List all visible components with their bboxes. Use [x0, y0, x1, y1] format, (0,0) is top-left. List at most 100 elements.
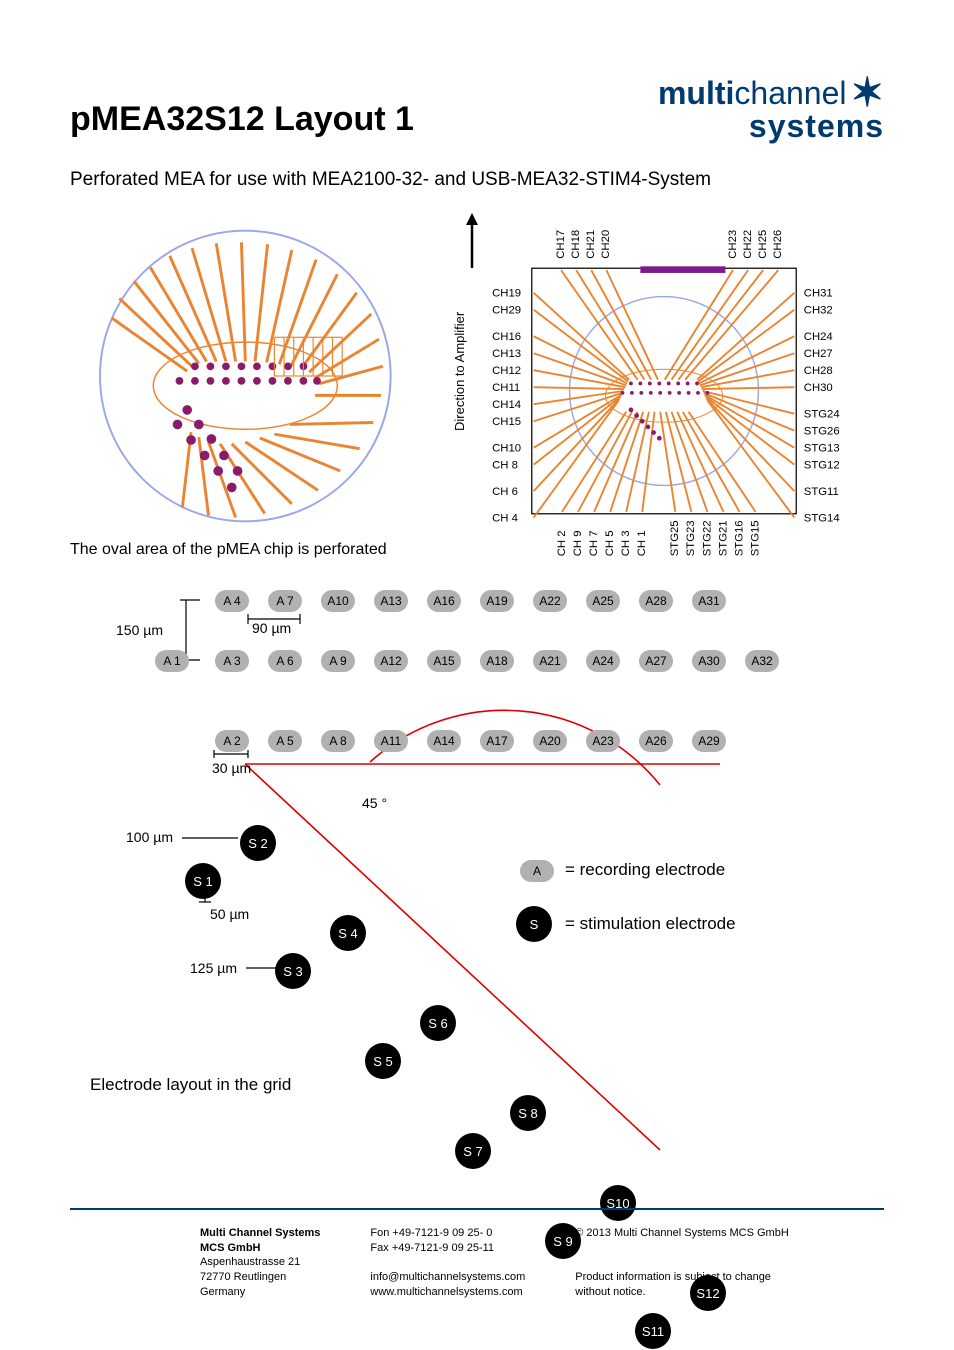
svg-text:STG13: STG13 — [804, 442, 840, 454]
meas-30: 30 µm — [212, 760, 251, 776]
svg-text:CH15: CH15 — [492, 416, 521, 428]
electrode-a16: A16 — [427, 590, 461, 612]
electrode-a20: A20 — [533, 730, 567, 752]
svg-text:CH 5: CH 5 — [604, 530, 616, 556]
electrode-a6: A 6 — [268, 650, 302, 672]
grid-caption: Electrode layout in the grid — [90, 1075, 291, 1095]
svg-text:CH 7: CH 7 — [588, 530, 600, 556]
electrode-a22: A22 — [533, 590, 567, 612]
svg-text:CH 3: CH 3 — [620, 530, 632, 556]
logo-bold: multi — [658, 75, 734, 111]
meas-125: 125 µm — [190, 960, 237, 976]
electrode-a19: A19 — [480, 590, 514, 612]
electrode-a27: A27 — [639, 650, 673, 672]
electrode-s8: S 8 — [510, 1095, 546, 1131]
electrode-grid: A 1 150 µm 90 µm 30 µm 100 µm 50 µm 125 … — [100, 570, 820, 1180]
svg-text:STG16: STG16 — [733, 520, 745, 556]
electrode-s7: S 7 — [455, 1133, 491, 1169]
svg-text:CH13: CH13 — [492, 348, 521, 360]
footer-col-legal: © 2013 Multi Channel Systems MCS GmbH Pr… — [575, 1226, 789, 1300]
electrode-a31: A31 — [692, 590, 726, 612]
brand-logo: multichannel✶ systems — [658, 70, 884, 145]
electrode-a3: A 3 — [215, 650, 249, 672]
svg-text:CH11: CH11 — [492, 382, 520, 394]
svg-text:STG26: STG26 — [804, 425, 840, 437]
meas-50: 50 µm — [210, 906, 249, 922]
electrode-a8: A 8 — [321, 730, 355, 752]
svg-text:CH22: CH22 — [742, 230, 754, 259]
svg-text:STG21: STG21 — [717, 520, 729, 556]
svg-text:STG15: STG15 — [749, 520, 761, 556]
svg-text:STG22: STG22 — [701, 520, 713, 556]
electrode-s11: S11 — [635, 1313, 671, 1349]
chip-caption: The oval area of the pMEA chip is perfor… — [70, 541, 387, 559]
svg-text:CH19: CH19 — [492, 288, 521, 300]
footer: Multi Channel SystemsMCS GmbHAspenhaustr… — [200, 1226, 884, 1300]
electrode-a26: A26 — [639, 730, 673, 752]
electrode-a15: A15 — [427, 650, 461, 672]
svg-text:STG14: STG14 — [804, 512, 840, 524]
svg-text:CH20: CH20 — [600, 230, 612, 259]
svg-text:CH12: CH12 — [492, 365, 521, 377]
chanmap-svg: CH17CH18CH21CH20CH23CH22CH25CH26CH 2CH 9… — [464, 221, 864, 561]
electrode-s6: S 6 — [420, 1005, 456, 1041]
svg-text:STG12: STG12 — [804, 459, 840, 471]
electrode-a23: A23 — [586, 730, 620, 752]
footer-col-address: Multi Channel SystemsMCS GmbHAspenhaustr… — [200, 1226, 320, 1300]
svg-text:CH27: CH27 — [804, 348, 833, 360]
electrode-a17: A17 — [480, 730, 514, 752]
electrode-a12: A12 — [374, 650, 408, 672]
svg-text:CH18: CH18 — [570, 230, 582, 259]
footer-col-contact: Fon +49-7121-9 09 25- 0Fax +49-7121-9 09… — [370, 1226, 525, 1300]
electrode-a5: A 5 — [268, 730, 302, 752]
electrode-a24: A24 — [586, 650, 620, 672]
svg-text:STG11: STG11 — [804, 486, 839, 498]
svg-text:CH26: CH26 — [772, 230, 784, 259]
svg-text:STG24: STG24 — [804, 408, 840, 420]
electrode-s5: S 5 — [365, 1043, 401, 1079]
svg-text:CH32: CH32 — [804, 305, 833, 317]
top-diagrams: The oval area of the pMEA chip is perfor… — [70, 221, 884, 581]
svg-text:CH24: CH24 — [804, 331, 833, 343]
chip-diagram — [80, 221, 430, 531]
electrode-a18: A18 — [480, 650, 514, 672]
page-subtitle: Perforated MEA for use with MEA2100-32- … — [70, 169, 884, 191]
electrode-a1: A 1 — [155, 650, 189, 672]
electrode-s2: S 2 — [240, 825, 276, 861]
meas-45: 45 ° — [362, 795, 387, 811]
svg-text:CH28: CH28 — [804, 365, 833, 377]
legend-rec-icon: A — [520, 860, 554, 882]
channel-map: CH17CH18CH21CH20CH23CH22CH25CH26CH 2CH 9… — [464, 221, 864, 561]
svg-text:STG23: STG23 — [685, 520, 697, 556]
meas-100: 100 µm — [126, 829, 173, 845]
electrode-a21: A21 — [533, 650, 567, 672]
svg-text:CH31: CH31 — [804, 288, 833, 300]
chip-svg — [80, 221, 430, 531]
svg-text:CH10: CH10 — [492, 442, 521, 454]
legend-stim: = stimulation electrode — [565, 914, 736, 934]
legend-stim-icon: S — [516, 906, 552, 942]
electrode-s1: S 1 — [185, 863, 221, 899]
electrode-a7: A 7 — [268, 590, 302, 612]
svg-text:CH30: CH30 — [804, 382, 833, 394]
svg-text:CH 1: CH 1 — [636, 530, 648, 556]
svg-text:CH14: CH14 — [492, 399, 521, 411]
svg-text:CH23: CH23 — [727, 230, 739, 259]
legend-rec: = recording electrode — [565, 860, 725, 880]
electrode-s3: S 3 — [275, 953, 311, 989]
electrode-a29: A29 — [692, 730, 726, 752]
electrode-a4: A 4 — [215, 590, 249, 612]
svg-text:CH25: CH25 — [757, 230, 769, 259]
svg-text:CH 2: CH 2 — [556, 530, 568, 556]
electrode-a28: A28 — [639, 590, 673, 612]
svg-text:CH 8: CH 8 — [492, 459, 518, 471]
electrode-a2: A 2 — [215, 730, 249, 752]
meas-90: 90 µm — [252, 620, 291, 636]
meas-150: 150 µm — [116, 622, 163, 638]
electrode-a11: A11 — [374, 730, 408, 752]
svg-text:CH21: CH21 — [585, 230, 597, 259]
electrode-a32: A32 — [745, 650, 779, 672]
footer-rule — [70, 1208, 884, 1210]
electrode-a30: A30 — [692, 650, 726, 672]
electrode-a10: A10 — [321, 590, 355, 612]
